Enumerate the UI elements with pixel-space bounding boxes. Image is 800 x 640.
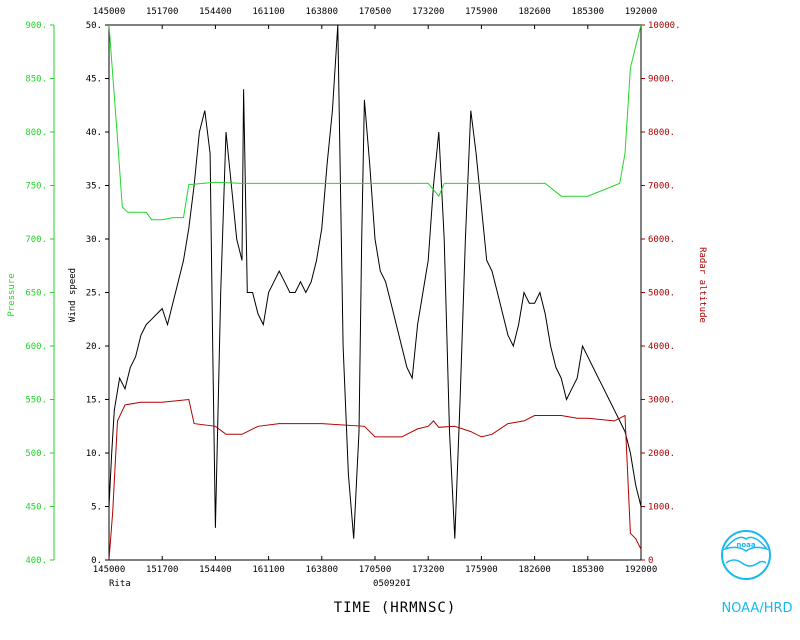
radar-altitude-tick-label: 4000. (648, 342, 675, 352)
pressure-axis-title: Pressure (7, 273, 17, 316)
x-tick-label-bottom: 145000 (93, 565, 126, 575)
x-tick-label-top: 170500 (359, 7, 392, 17)
radar-altitude-tick-label: 7000. (648, 182, 675, 192)
time-axis: 145000 145000 151700 151700 154400 154400 1611… (93, 7, 658, 575)
radar-altitude-tick-label: 5000. (648, 289, 675, 299)
x-axis-title: TIME (HRMNSC) (334, 600, 457, 616)
wind-speed-tick-label: 15. (86, 396, 102, 406)
radar-altitude-series (108, 398, 642, 561)
wind-speed-tick-label: 50. (86, 21, 102, 31)
pressure-tick-label: 450. (25, 503, 47, 513)
pressure-tick-label: 650. (25, 289, 47, 299)
pressure-series (108, 24, 642, 221)
radar-altitude-axis-title: Radar altitude (697, 247, 707, 323)
pressure-tick-label: 750. (25, 182, 47, 192)
x-tick-label-top: 161100 (252, 7, 285, 17)
wind-speed-tick-label: 40. (86, 128, 102, 138)
x-tick-label-bottom: 163800 (306, 565, 339, 575)
radar-altitude-tick-label: 9000. (648, 75, 675, 85)
pressure-tick-label: 550. (25, 396, 47, 406)
x-tick-label-bottom: 170500 (359, 565, 392, 575)
radar-altitude-tick-label: 3000. (648, 396, 675, 406)
x-tick-label-bottom: 173200 (412, 565, 445, 575)
x-tick-label-top: 182600 (518, 7, 551, 17)
x-tick-label-top: 154400 (199, 7, 232, 17)
x-tick-label-bottom: 151700 (146, 565, 179, 575)
radar-altitude-tick-label: 10000. (648, 21, 681, 31)
pressure-tick-label: 900. (25, 21, 47, 31)
noaa-logo-icon: noaa (721, 530, 771, 580)
plot-frame (108, 24, 642, 561)
radar-altitude-tick-label: 2000. (648, 449, 675, 459)
pressure-tick-label: 850. (25, 75, 47, 85)
wind-speed-tick-label: 45. (86, 75, 102, 85)
x-tick-label-bottom: 182600 (518, 565, 551, 575)
wind-speed-axis: 0. 5. 10. 15. 20. 25. 30. 35. 40. 45. 50. (86, 21, 110, 566)
wind-speed-tick-label: 25. (86, 289, 102, 299)
x-tick-label-top: 173200 (412, 7, 445, 17)
date-label: 050920I (373, 579, 411, 589)
wind-speed-tick-label: 10. (86, 449, 102, 459)
wind-speed-axis-title: Wind speed (68, 268, 78, 322)
pressure-tick-label: 600. (25, 342, 47, 352)
radar-altitude-tick-label: 6000. (648, 235, 675, 245)
x-tick-label-top: 192000 (625, 7, 658, 17)
storm-name: Rita (109, 579, 131, 589)
x-tick-label-bottom: 185300 (572, 565, 605, 575)
pressure-tick-label: 400. (25, 556, 47, 566)
wind-speed-tick-label: 30. (86, 235, 102, 245)
wind-speed-tick-label: 5. (91, 503, 102, 513)
series-layer (108, 24, 642, 561)
pressure-tick-label: 800. (25, 128, 47, 138)
x-tick-label-top: 151700 (146, 7, 179, 17)
wind-speed-tick-label: 0. (91, 556, 102, 566)
x-tick-label-top: 185300 (572, 7, 605, 17)
x-tick-label-top: 175900 (465, 7, 498, 17)
wind-speed-tick-label: 20. (86, 342, 102, 352)
pressure-tick-label: 700. (25, 235, 47, 245)
radar-altitude-tick-label: 0 (648, 556, 653, 566)
svg-text:noaa: noaa (736, 541, 756, 549)
pressure-tick-label: 500. (25, 449, 47, 459)
x-tick-label-top: 163800 (306, 7, 339, 17)
agency-label: NOAA/HRD (721, 601, 792, 616)
x-tick-label-bottom: 175900 (465, 565, 498, 575)
x-tick-label-bottom: 192000 (625, 565, 658, 575)
wind-speed-tick-label: 35. (86, 182, 102, 192)
x-tick-label-top: 145000 (93, 7, 126, 17)
x-tick-label-bottom: 154400 (199, 565, 232, 575)
radar-altitude-axis: 0 1000. 2000. 3000. 4000. 5000. 6000. 7000. 8000… (640, 21, 681, 566)
radar-altitude-tick-label: 8000. (648, 128, 675, 138)
pressure-axis: 400. 450. 500. 550. 600. 650. 700. 750. 800. 850.… (25, 21, 55, 566)
wind-speed-series (108, 24, 642, 539)
radar-altitude-tick-label: 1000. (648, 503, 675, 513)
x-tick-label-bottom: 161100 (252, 565, 285, 575)
